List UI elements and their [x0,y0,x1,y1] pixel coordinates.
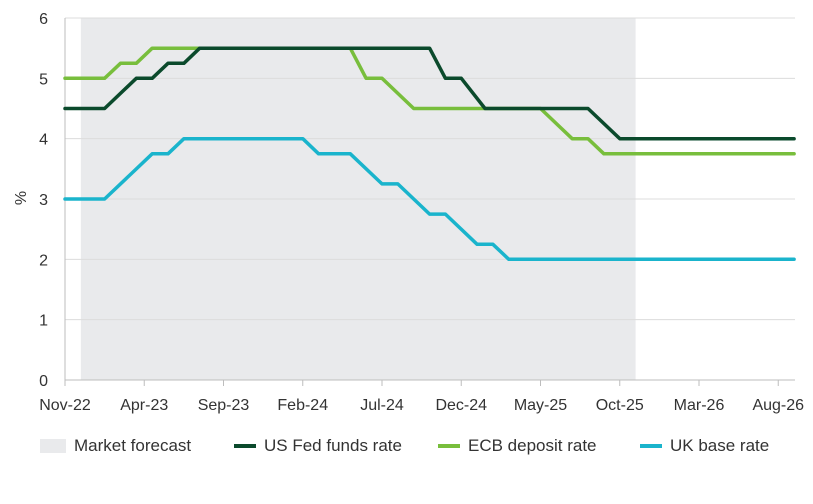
y-tick-label: 1 [39,313,48,330]
legend-label-us-fed: US Fed funds rate [264,436,402,455]
legend-swatch-us-fed [234,444,256,448]
x-axis: Nov-22 Apr-23 Sep-23 Feb-24 Jul-24 Dec-24 May-… [39,380,804,414]
legend-label-uk: UK base rate [670,436,770,455]
y-tick-label: 0 [39,373,48,390]
legend-item-us-fed: US Fed funds rate [234,436,402,456]
legend: Market forecast US Fed funds rate ECB de… [0,436,813,464]
legend-item-market-forecast: Market forecast [40,436,191,456]
y-tick-label: 4 [39,132,48,149]
x-tick-label: May-25 [514,397,567,414]
rates-chart: 0 1 2 3 4 5 6 Nov-22 Apr-23 Sep-23 Feb-24 Jul-24 De… [13,11,804,414]
x-tick-label: Oct-25 [596,397,644,414]
series-layer [63,46,796,262]
y-axis: 0 1 2 3 4 5 6 [39,11,48,390]
x-tick-label: Jul-24 [360,397,404,414]
x-tick-label: Feb-24 [277,397,328,414]
legend-item-ecb: ECB deposit rate [438,436,597,456]
y-tick-label: 2 [39,252,48,269]
series-line-us-fed-funds-rate [63,46,796,141]
legend-label-forecast: Market forecast [74,436,192,455]
y-axis-label: % [13,191,30,205]
series-line-ecb-deposit-rate [63,46,796,156]
legend-swatch-ecb [438,444,460,448]
x-tick-label: Dec-24 [435,397,487,414]
x-tick-label: Apr-23 [120,397,168,414]
x-tick-label: Mar-26 [674,397,725,414]
x-tick-label: Aug-26 [752,397,804,414]
legend-label-ecb: ECB deposit rate [468,436,597,455]
x-tick-label: Nov-22 [39,397,91,414]
legend-item-uk: UK base rate [640,436,769,456]
y-tick-label: 5 [39,71,48,88]
y-tick-label: 6 [39,11,48,28]
legend-swatch-forecast [40,439,66,453]
x-tick-label: Sep-23 [198,397,250,414]
y-tick-label: 3 [39,192,48,209]
series-line-uk-base-rate [63,136,796,262]
legend-swatch-uk [640,444,662,448]
